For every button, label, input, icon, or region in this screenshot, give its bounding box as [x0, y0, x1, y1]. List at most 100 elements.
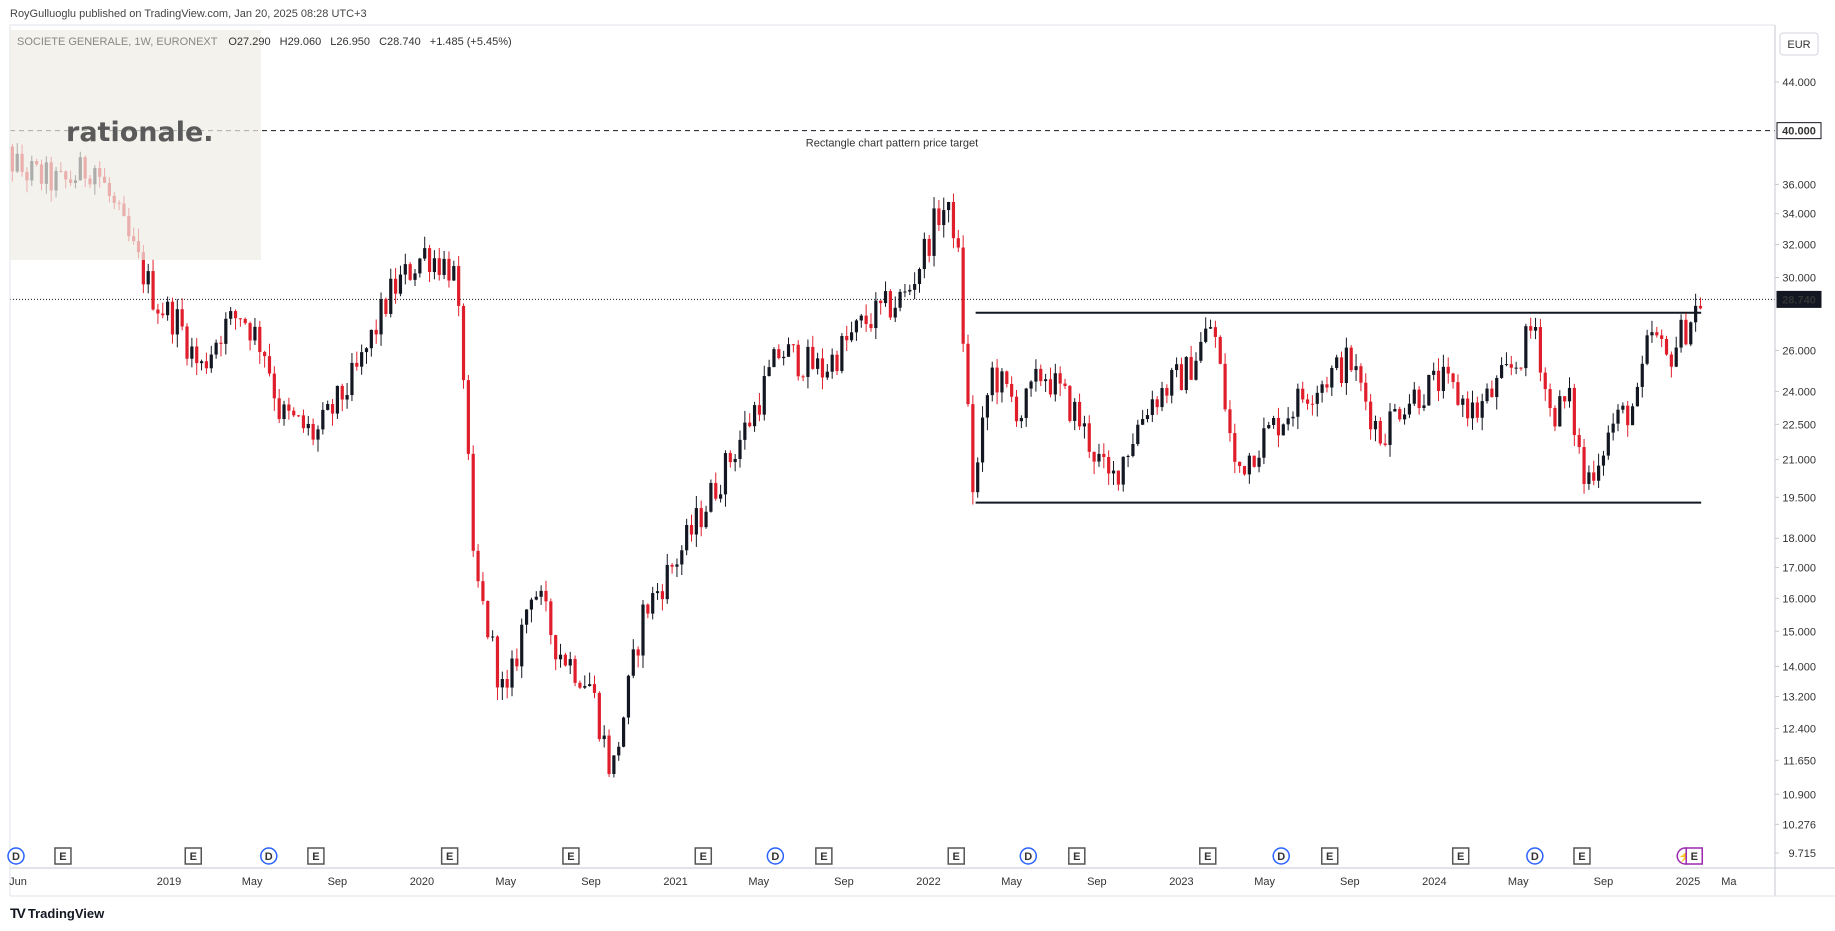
candle-body: [573, 659, 577, 683]
candle-body: [1499, 365, 1504, 378]
earnings-marker[interactable]: [562, 847, 580, 865]
candle-body: [699, 508, 703, 528]
candle-body: [1470, 402, 1475, 419]
candle-body: [631, 649, 635, 676]
candle-body: [321, 409, 325, 430]
earnings-marker[interactable]: [1320, 847, 1339, 865]
candle-body: [1208, 327, 1213, 329]
candle-body: [1524, 326, 1528, 369]
candle-body: [1533, 326, 1538, 331]
candle-body: [1165, 388, 1169, 396]
earnings-marker[interactable]: [947, 847, 965, 865]
candle-body: [199, 361, 204, 364]
x-tick-label: 2024: [1422, 876, 1446, 888]
dividend-marker[interactable]: [1019, 847, 1038, 865]
candle-body: [1674, 347, 1678, 367]
earnings-marker[interactable]: [1068, 847, 1086, 865]
candle-body: [350, 362, 354, 396]
candle-body: [539, 590, 543, 597]
x-tick-label: 2023: [1169, 876, 1193, 888]
candle-body: [1553, 408, 1557, 427]
dividend-marker[interactable]: [7, 847, 25, 865]
tradingview-logo[interactable]: TV TradingView: [10, 905, 104, 921]
earnings-marker[interactable]: [440, 847, 459, 865]
candle-body: [1572, 387, 1576, 436]
earnings-marker[interactable]: [694, 847, 713, 865]
candle-body: [617, 746, 621, 756]
candle-body: [1509, 364, 1513, 368]
target-line-label: Rectangle chart pattern price target: [806, 138, 978, 150]
candle-body: [1116, 470, 1120, 485]
dividend-marker[interactable]: [1526, 847, 1544, 865]
earnings-marker[interactable]: [1685, 847, 1703, 865]
y-tick-label: 34.000: [1782, 209, 1816, 221]
candle-body: [447, 258, 451, 281]
candle-body: [1024, 388, 1028, 418]
candle-body: [326, 404, 330, 410]
candle-body: [1393, 408, 1397, 412]
earnings-marker[interactable]: [1573, 847, 1591, 865]
candle-body: [432, 258, 437, 273]
candle-body: [1538, 326, 1542, 373]
candle-body: [263, 352, 267, 357]
earnings-marker[interactable]: [54, 847, 72, 865]
candle-body: [685, 525, 689, 551]
x-tick-label: 2020: [410, 876, 434, 888]
candle-body: [224, 318, 228, 344]
candle-body: [427, 248, 432, 273]
candle-body: [607, 735, 611, 774]
candle-body: [621, 717, 626, 747]
candle-body: [1655, 332, 1659, 336]
x-tick-label: May: [1001, 876, 1022, 888]
candle-body: [1427, 374, 1431, 406]
candle-body: [1436, 370, 1441, 391]
candle-body: [1490, 388, 1494, 398]
earnings-marker[interactable]: [1199, 847, 1217, 865]
candle-body: [670, 564, 674, 567]
candle-body: [932, 208, 936, 256]
event-label: D: [1531, 851, 1539, 863]
candle-body: [1281, 424, 1285, 436]
earnings-marker[interactable]: [184, 847, 203, 865]
candle-body: [1315, 392, 1319, 404]
candle-body: [1073, 401, 1077, 421]
candle-body: [752, 405, 757, 427]
candle-body: [1611, 423, 1615, 433]
candle-body: [733, 458, 737, 463]
candle-body: [374, 329, 378, 335]
currency-button[interactable]: [1779, 32, 1819, 56]
event-label: E: [820, 851, 827, 863]
candle-body: [1698, 305, 1703, 309]
x-tick-label: May: [1254, 876, 1275, 888]
candle-body: [1305, 399, 1310, 404]
candle-body: [219, 342, 223, 344]
x-tick-label: May: [748, 876, 769, 888]
candle-body: [1286, 418, 1290, 425]
event-label: E: [1578, 851, 1585, 863]
candle-body: [748, 422, 752, 427]
candle-body: [888, 291, 892, 318]
candle-body: [471, 453, 475, 551]
candle-body: [340, 385, 344, 400]
earnings-marker[interactable]: [1451, 847, 1470, 865]
candle-body: [898, 291, 902, 308]
candle-body: [816, 358, 820, 369]
dividend-marker[interactable]: [1272, 847, 1290, 865]
candle-body: [301, 415, 306, 429]
currency-label: EUR: [1787, 39, 1810, 51]
candle-body: [452, 266, 456, 281]
candle-body: [529, 599, 534, 610]
y-tick-label: 24.000: [1782, 386, 1816, 398]
dividend-marker[interactable]: [260, 847, 278, 865]
earnings-marker[interactable]: [307, 847, 325, 865]
candle-body: [1335, 357, 1339, 368]
candle-body: [985, 395, 990, 418]
candle-body: [583, 686, 587, 688]
dividend-marker[interactable]: [766, 847, 785, 865]
candle-body: [1422, 405, 1426, 409]
candle-body: [510, 658, 514, 688]
candle-body: [457, 266, 461, 306]
earnings-marker[interactable]: [815, 847, 833, 865]
candle-body: [869, 324, 873, 329]
